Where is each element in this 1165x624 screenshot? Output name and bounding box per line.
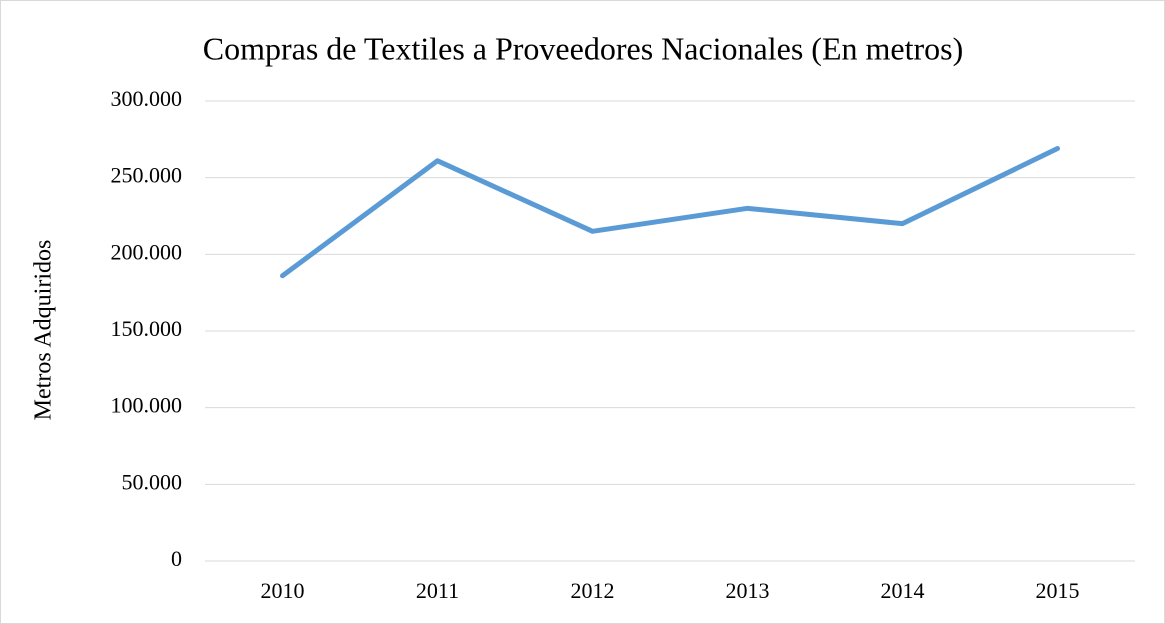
- line-series: [280, 146, 1060, 279]
- x-tick-label: 2010: [261, 578, 305, 603]
- y-axis-label: Metros Adquiridos: [31, 240, 57, 421]
- x-tick-label: 2014: [881, 578, 925, 603]
- y-tick-label: 250.000: [111, 163, 183, 188]
- y-tick-label: 50.000: [122, 469, 183, 494]
- x-tick-label: 2011: [416, 578, 459, 603]
- x-tick-label: 2013: [726, 578, 770, 603]
- y-tick-label: 0: [171, 546, 182, 571]
- y-tick-label: 300.000: [111, 86, 183, 111]
- y-tick-label: 150.000: [111, 316, 183, 341]
- chart-title: Compras de Textiles a Proveedores Nacion…: [203, 30, 964, 66]
- x-tick-label: 2012: [571, 578, 615, 603]
- x-tick-label: 2015: [1036, 578, 1080, 603]
- y-tick-label: 100.000: [111, 393, 183, 418]
- y-tick-label: 200.000: [111, 239, 183, 264]
